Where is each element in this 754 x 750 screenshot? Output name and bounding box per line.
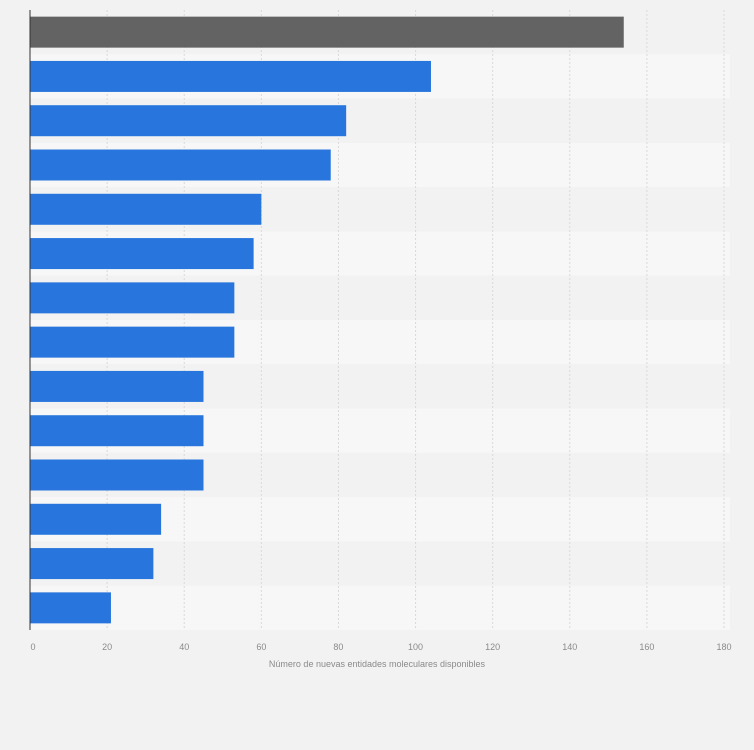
x-tick-label: 40 (179, 642, 189, 652)
bar (30, 16, 624, 48)
x-tick-label: 0 (30, 642, 35, 652)
bar (30, 326, 235, 358)
bar (30, 193, 262, 225)
x-tick-labels: 0 20 40 60 80 100 120 140 160 180 (30, 642, 731, 652)
x-tick-label: 160 (639, 642, 654, 652)
bar (30, 415, 204, 447)
x-tick-label: 140 (562, 642, 577, 652)
bar (30, 459, 204, 491)
x-tick-label: 20 (102, 642, 112, 652)
bar (30, 503, 162, 535)
bar (30, 548, 154, 580)
x-tick-label: 100 (408, 642, 423, 652)
row-bands (30, 10, 730, 630)
x-tick-label: 120 (485, 642, 500, 652)
bar (30, 592, 111, 624)
x-tick-label: 180 (716, 642, 731, 652)
x-axis-label: Número de nuevas entidades moleculares d… (269, 659, 486, 669)
bar (30, 149, 331, 181)
bar (30, 60, 431, 92)
bar (30, 238, 254, 270)
bar (30, 282, 235, 314)
x-tick-label: 60 (256, 642, 266, 652)
bar (30, 105, 347, 137)
row-band (30, 585, 730, 630)
bar (30, 370, 204, 402)
bars (30, 16, 624, 624)
x-tick-label: 80 (333, 642, 343, 652)
